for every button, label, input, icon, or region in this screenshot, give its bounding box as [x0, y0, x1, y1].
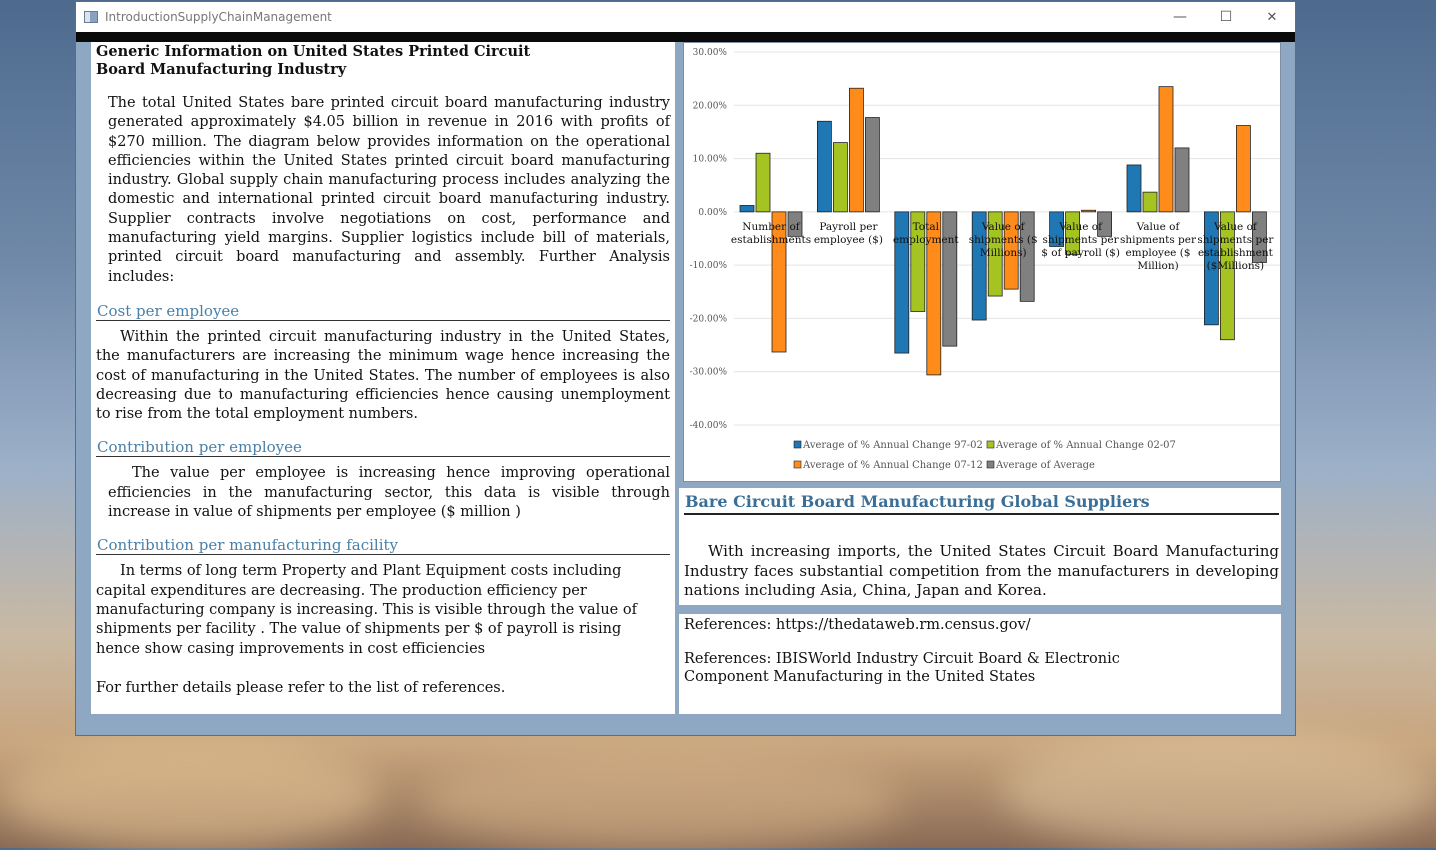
bar [848, 87, 864, 213]
bar [816, 120, 832, 213]
app-window: IntroductionSupplyChainManagement — ☐ ✕ … [75, 1, 1296, 736]
references-panel: References: https://thedataweb.rm.census… [679, 614, 1281, 714]
suppliers-panel: Bare Circuit Board Manufacturing Global … [679, 488, 1281, 605]
bar [894, 211, 910, 354]
bar [739, 205, 755, 213]
bar [971, 211, 987, 321]
close-button[interactable]: ✕ [1266, 9, 1278, 25]
window-title: IntroductionSupplyChainManagement [105, 10, 332, 24]
bar [1174, 147, 1190, 213]
annual-change-bar-chart: 30.00% 20.00% 10.00% 0.00% -10.00% -20.00% -30… [690, 48, 1280, 471]
bar [1049, 211, 1065, 247]
bar [1220, 211, 1235, 341]
bar [1158, 86, 1174, 213]
section-body-cost: Within the printed circuit manufacturing… [96, 328, 670, 423]
bar [1081, 209, 1097, 213]
bar [942, 211, 958, 347]
x-tick-label: Payroll per employee ($) [814, 221, 883, 246]
x-tick-label: Value of shipments ($ Millions) [969, 221, 1038, 259]
section-body-contribution-facility: In terms of long term Property and Plant… [96, 563, 637, 657]
bar [832, 142, 848, 213]
y-tick-label: -10.00% [690, 261, 728, 271]
bar [1126, 164, 1142, 213]
chart-panel: 30.00% 20.00% 10.00% 0.00% -10.00% -20.00% -30… [683, 42, 1281, 482]
bar [771, 211, 787, 353]
reference-ibisworld: References: IBISWorld Industry Circuit B… [684, 651, 1120, 685]
reference-census: References: https://thedataweb.rm.census… [684, 617, 1031, 633]
minimize-button[interactable]: — [1173, 9, 1187, 25]
bar [1236, 125, 1251, 213]
x-tick-label: Value of shipments per establishment ($Mill… [1197, 221, 1274, 272]
title-bar[interactable]: IntroductionSupplyChainManagement — ☐ ✕ [76, 2, 1295, 32]
y-tick-label: 20.00% [693, 101, 728, 111]
bar [1097, 211, 1113, 237]
x-tick-label: Value of shipments per $ of payroll ($) [1041, 221, 1120, 259]
y-tick-label: -30.00% [690, 368, 728, 378]
legend-label: Average of % Annual Change 97-02 [802, 440, 983, 451]
legend-swatch [793, 460, 802, 469]
y-tick-label: 30.00% [693, 48, 728, 58]
bar [910, 211, 926, 312]
info-heading: Generic Information on United States Pri… [96, 43, 531, 78]
legend-swatch [986, 460, 995, 469]
y-tick-label: -20.00% [690, 314, 728, 324]
closing-note: For further details please refer to the … [96, 679, 506, 696]
legend-label: Average of Average [995, 460, 1095, 471]
bar [1065, 211, 1081, 255]
bar [987, 211, 1003, 297]
x-tick-label: Total employment [893, 221, 959, 246]
x-tick-label: Value of shipments per employee ($ Million) [1120, 221, 1197, 272]
maximize-button[interactable]: ☐ [1219, 9, 1233, 25]
x-tick-label: Number of establishments [731, 221, 811, 246]
legend-label: Average of % Annual Change 07-12 [802, 460, 983, 471]
bar [755, 152, 771, 213]
intro-paragraph: The total United States bare printed cir… [108, 95, 670, 285]
section-title-cost: Cost per employee [96, 302, 670, 321]
bar [1003, 211, 1019, 290]
bar [1252, 211, 1267, 263]
section-title-contribution-facility: Contribution per manufacturing facility [96, 536, 670, 556]
bar [1019, 211, 1035, 302]
bar [787, 211, 803, 237]
bar [1204, 211, 1219, 326]
section-title-contribution-employee: Contribution per employee [96, 438, 670, 458]
legend-label: Average of % Annual Change 02-07 [995, 440, 1176, 451]
info-panel: Generic Information on United States Pri… [91, 42, 675, 714]
toolbar-strip [76, 32, 1295, 42]
suppliers-title: Bare Circuit Board Manufacturing Global … [684, 491, 1279, 515]
section-body-contribution-employee: The value per employee is increasing hen… [108, 465, 670, 521]
bar [926, 211, 942, 376]
app-icon [84, 11, 98, 23]
y-tick-label: 10.00% [693, 155, 728, 165]
legend-swatch [793, 440, 802, 449]
suppliers-body: With increasing imports, the United Stat… [684, 542, 1279, 599]
y-tick-label: 0.00% [698, 208, 727, 218]
y-tick-label: -40.00% [690, 421, 728, 431]
bar [1142, 191, 1158, 213]
bar [864, 117, 880, 213]
legend-swatch [986, 440, 995, 449]
